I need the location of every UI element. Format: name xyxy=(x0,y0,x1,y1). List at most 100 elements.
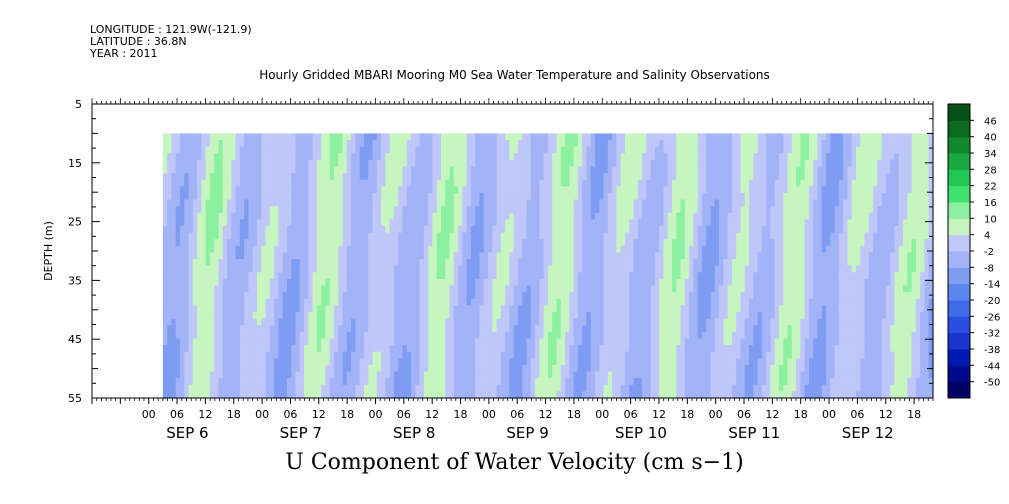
heatmap-cell xyxy=(607,364,613,373)
heatmap-cell xyxy=(428,173,434,181)
heatmap-cell xyxy=(342,232,348,240)
heatmap-cell xyxy=(265,199,271,207)
heatmap-cell xyxy=(526,384,532,392)
heatmap-cell xyxy=(184,338,190,346)
heatmap-cell xyxy=(599,265,605,273)
heatmap-cell xyxy=(252,325,258,333)
heatmap-cell xyxy=(162,192,168,201)
heatmap-cell xyxy=(458,239,463,247)
heatmap-cell xyxy=(466,305,472,313)
heatmap-cell xyxy=(308,338,314,346)
heatmap-cell xyxy=(573,318,579,326)
heatmap-cell xyxy=(257,199,262,207)
heatmap-cell xyxy=(398,305,404,313)
heatmap-cell xyxy=(222,318,228,326)
heatmap-cell xyxy=(680,232,686,240)
heatmap-cell xyxy=(261,391,267,399)
heatmap-cell xyxy=(329,159,335,168)
heatmap-cell xyxy=(475,345,481,353)
heatmap-cell xyxy=(244,232,250,240)
heatmap-cell xyxy=(197,272,202,280)
heatmap-cell xyxy=(393,146,399,154)
heatmap-cell xyxy=(535,199,540,207)
heatmap-cell xyxy=(265,245,271,254)
heatmap-cell xyxy=(629,166,635,174)
heatmap-cell xyxy=(175,318,181,326)
heatmap-cell xyxy=(552,345,558,353)
heatmap-cell xyxy=(492,252,498,260)
heatmap-cell xyxy=(295,358,301,366)
heatmap-cell xyxy=(359,252,365,260)
heatmap-cell xyxy=(590,245,596,254)
heatmap-cell xyxy=(265,312,271,320)
heatmap-cell xyxy=(252,153,258,161)
heatmap-cell xyxy=(522,265,528,273)
heatmap-cell xyxy=(646,173,652,181)
heatmap-cell xyxy=(389,206,395,214)
heatmap-cell xyxy=(603,153,609,161)
heatmap-cell xyxy=(406,272,412,280)
heatmap-cell xyxy=(316,226,322,234)
heatmap-cell xyxy=(368,312,374,320)
heatmap-cell xyxy=(445,173,451,181)
heatmap-cell xyxy=(479,186,485,194)
heatmap-cell xyxy=(539,212,545,220)
heatmap-cell xyxy=(492,345,498,353)
heatmap-cell xyxy=(595,391,600,399)
heatmap-cell xyxy=(188,179,194,187)
heatmap-cell xyxy=(535,259,540,267)
heatmap-cell xyxy=(543,133,549,141)
heatmap-cell xyxy=(282,153,288,161)
heatmap-cell xyxy=(316,192,322,201)
heatmap-cell xyxy=(470,166,476,174)
heatmap-cell xyxy=(603,173,609,181)
heatmap-cell xyxy=(603,351,609,359)
heatmap-cell xyxy=(612,305,617,313)
heatmap-cell xyxy=(590,272,596,280)
heatmap-cell xyxy=(398,232,404,240)
heatmap-cell xyxy=(616,192,622,201)
heatmap-cell xyxy=(530,351,536,359)
heatmap-cell xyxy=(179,153,185,161)
heatmap-cell xyxy=(505,305,511,313)
heatmap-cell xyxy=(265,378,271,386)
heatmap-cell xyxy=(372,318,378,326)
heatmap-cell xyxy=(334,331,339,340)
heatmap-cell xyxy=(415,179,421,187)
heatmap-cell xyxy=(338,245,344,254)
heatmap-cell xyxy=(492,259,498,267)
heatmap-cell xyxy=(642,364,647,373)
heatmap-cell xyxy=(620,305,626,313)
heatmap-cell xyxy=(616,278,622,287)
heatmap-cell xyxy=(689,364,695,373)
heatmap-cell xyxy=(321,140,327,148)
heatmap-cell xyxy=(235,140,241,148)
heatmap-cell xyxy=(693,305,699,313)
heatmap-cell xyxy=(381,265,386,273)
heatmap-cell xyxy=(222,133,228,141)
heatmap-cell xyxy=(479,146,485,154)
heatmap-cell xyxy=(479,318,485,326)
heatmap-cell xyxy=(231,384,237,392)
heatmap-cell xyxy=(299,206,305,214)
heatmap-cell xyxy=(321,179,327,187)
heatmap-cell xyxy=(188,192,194,201)
heatmap-cell xyxy=(496,318,502,326)
heatmap-cell xyxy=(462,232,468,240)
heatmap-cell xyxy=(552,384,558,392)
heatmap-cell xyxy=(282,232,288,240)
heatmap-cell xyxy=(513,159,519,168)
heatmap-cell xyxy=(192,278,198,287)
heatmap-cell xyxy=(321,285,327,293)
heatmap-cell xyxy=(488,153,493,161)
heatmap-cell xyxy=(565,226,570,234)
heatmap-cell xyxy=(359,133,365,141)
heatmap-cell xyxy=(402,325,408,333)
heatmap-cell xyxy=(235,199,241,207)
heatmap-cell xyxy=(496,278,502,287)
heatmap-cell xyxy=(586,351,592,359)
heatmap-cell xyxy=(466,232,472,240)
heatmap-cell xyxy=(393,232,399,240)
heatmap-cell xyxy=(167,159,173,168)
heatmap-cell xyxy=(436,133,442,141)
